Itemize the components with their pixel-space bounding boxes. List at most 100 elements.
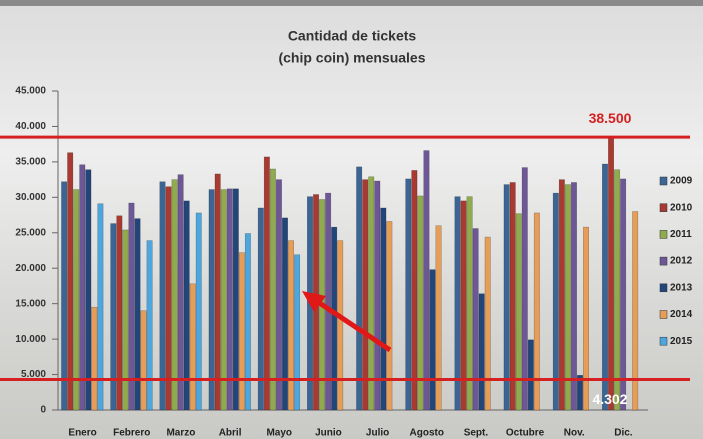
legend-label: 2013 xyxy=(670,282,693,293)
bar xyxy=(620,179,625,410)
legend-swatch xyxy=(660,337,667,345)
bar xyxy=(510,182,515,410)
chart-title: Cantidad de tickets xyxy=(288,28,417,44)
reference-label: 4.302 xyxy=(592,391,627,407)
bar xyxy=(86,170,91,410)
x-tick-label: Abril xyxy=(219,428,242,439)
bar xyxy=(123,230,128,410)
x-tick-label: Julio xyxy=(366,428,389,439)
bar xyxy=(166,187,171,410)
chart: Cantidad de tickets (chip coin) mensuale… xyxy=(0,0,703,439)
bar xyxy=(455,197,460,410)
x-tick-label: Febrero xyxy=(113,428,150,439)
bar xyxy=(583,227,588,410)
legend-swatch xyxy=(660,311,667,319)
bar xyxy=(406,179,411,410)
x-tick-label: Dic. xyxy=(614,428,633,439)
bar xyxy=(331,227,336,410)
bar xyxy=(288,241,293,410)
bar xyxy=(602,164,607,410)
bar xyxy=(504,185,509,410)
bar xyxy=(227,189,232,410)
legend-swatch xyxy=(660,257,667,265)
bar xyxy=(559,180,564,410)
bar xyxy=(430,270,435,410)
legend-swatch xyxy=(660,177,667,185)
y-tick-label: 20.000 xyxy=(15,263,46,274)
legend-label: 2011 xyxy=(670,229,692,240)
bar xyxy=(172,180,177,410)
bar xyxy=(80,165,85,410)
bar xyxy=(92,307,97,410)
y-tick-label: 0 xyxy=(40,405,46,416)
bar xyxy=(215,174,220,410)
bar xyxy=(233,189,238,410)
bar xyxy=(424,151,429,410)
bar xyxy=(264,157,269,410)
bar xyxy=(375,181,380,410)
x-tick-label: Enero xyxy=(68,428,96,439)
y-tick-label: 10.000 xyxy=(15,334,46,345)
y-tick-label: 15.000 xyxy=(15,298,46,309)
bar xyxy=(294,255,299,410)
bar xyxy=(147,241,152,410)
bar xyxy=(209,190,214,410)
bar xyxy=(387,221,392,410)
bar xyxy=(221,190,226,410)
bar xyxy=(485,237,490,410)
legend-label: 2012 xyxy=(670,256,693,267)
bar xyxy=(141,311,146,410)
x-tick-label: Marzo xyxy=(166,428,195,439)
legend-label: 2014 xyxy=(670,309,693,320)
bar xyxy=(571,182,576,410)
y-tick-label: 35.000 xyxy=(15,157,46,168)
y-tick-label: 45.000 xyxy=(15,86,46,97)
bar xyxy=(135,219,140,410)
legend-label: 2010 xyxy=(670,202,693,213)
bar xyxy=(356,167,361,410)
bar xyxy=(473,229,478,410)
bar xyxy=(245,233,250,410)
bar xyxy=(467,197,472,410)
bar xyxy=(362,180,367,410)
bar xyxy=(67,153,72,410)
bar xyxy=(418,196,423,410)
bar xyxy=(111,224,116,410)
y-tick-label: 40.000 xyxy=(15,121,46,132)
bar xyxy=(178,175,183,410)
bar xyxy=(436,226,441,410)
bar xyxy=(479,294,484,410)
top-border xyxy=(0,0,703,6)
bar xyxy=(190,284,195,410)
x-tick-label: Octubre xyxy=(506,428,545,439)
bar xyxy=(369,177,374,410)
bar xyxy=(61,182,66,410)
bar xyxy=(282,218,287,410)
bar xyxy=(337,241,342,410)
legend-swatch xyxy=(660,230,667,238)
legend-swatch xyxy=(660,284,667,292)
x-tick-label: Agosto xyxy=(410,428,444,439)
bar xyxy=(608,137,613,410)
bar xyxy=(553,193,558,410)
bar xyxy=(276,180,281,410)
x-tick-label: Sept. xyxy=(464,428,489,439)
y-tick-label: 25.000 xyxy=(15,227,46,238)
bar xyxy=(239,253,244,410)
bar xyxy=(528,340,533,410)
legend-swatch xyxy=(660,204,667,212)
bar xyxy=(522,168,527,410)
x-tick-label: Junio xyxy=(315,428,342,439)
chart-subtitle: (chip coin) mensuales xyxy=(278,50,425,66)
bar xyxy=(160,182,165,410)
bar xyxy=(325,193,330,410)
bar xyxy=(74,190,79,410)
legend-label: 2015 xyxy=(670,336,693,347)
y-tick-label: 30.000 xyxy=(15,192,46,203)
bar xyxy=(270,169,275,410)
x-tick-label: Mayo xyxy=(266,428,292,439)
bar xyxy=(412,170,417,410)
reference-label: 38.500 xyxy=(589,110,632,126)
bar xyxy=(565,185,570,410)
legend-label: 2009 xyxy=(670,176,693,187)
